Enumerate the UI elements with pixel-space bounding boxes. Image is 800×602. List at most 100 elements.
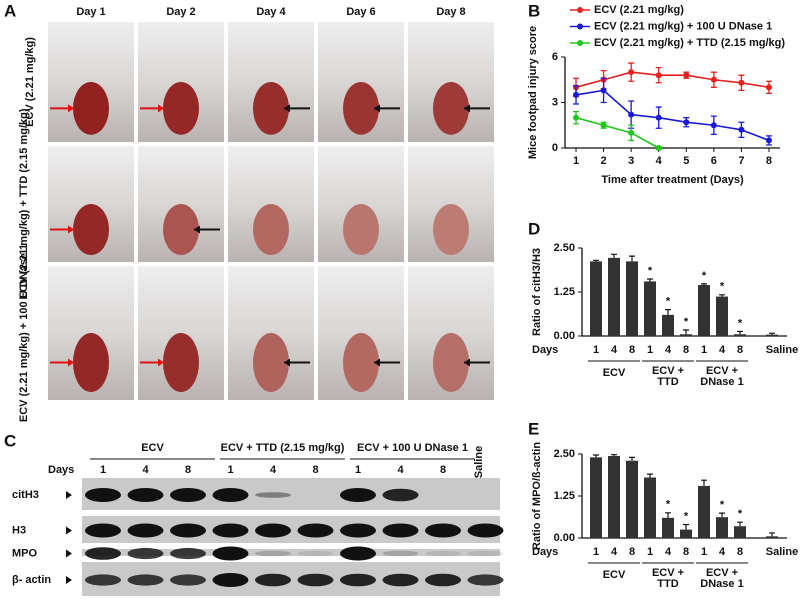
- blot-band: [127, 574, 164, 586]
- blot-band: [467, 523, 504, 538]
- arrow-head: [374, 358, 380, 367]
- error-bar: [719, 512, 725, 518]
- bar: [608, 257, 620, 336]
- point: [738, 79, 745, 86]
- y-tick-label: 1.25: [554, 490, 575, 502]
- error-bar: [683, 523, 689, 530]
- blot-day: 8: [185, 464, 191, 476]
- error-bar: [737, 330, 743, 335]
- group-label-line: ECV +: [706, 567, 738, 579]
- y-axis-label: Ratio of citH3/H3: [531, 248, 543, 336]
- x-tick-label: 1: [593, 344, 599, 356]
- point: [765, 137, 772, 144]
- x-tick-label: Saline: [766, 546, 798, 558]
- arrow-head: [158, 358, 164, 367]
- error-bar: [665, 309, 671, 315]
- legend-marker: [577, 7, 583, 13]
- series-line: [575, 71, 770, 89]
- x-tick-label: 4: [656, 155, 663, 167]
- arrow-head: [374, 104, 380, 113]
- blot-band: [425, 550, 461, 557]
- point: [655, 72, 662, 79]
- panel-label: C: [4, 431, 16, 450]
- x-tick-label: Saline: [766, 344, 798, 356]
- arrow-head: [68, 358, 74, 367]
- error-bar: [683, 329, 689, 335]
- x-tick-label: 8: [737, 546, 743, 558]
- x-tick-label: 1: [701, 344, 707, 356]
- point: [628, 69, 635, 76]
- blot-row-label: MPO: [12, 547, 38, 559]
- blot-band: [212, 573, 249, 587]
- blot-band: [255, 550, 291, 557]
- x-tick-label: 8: [766, 155, 772, 167]
- significance: *: [684, 316, 689, 328]
- column-label: Day 4: [256, 6, 286, 18]
- column-label: Day 8: [436, 6, 465, 18]
- x-tick-label: 3: [628, 155, 634, 167]
- bar: [644, 477, 656, 538]
- x-tick-label: 1: [573, 155, 579, 167]
- blot-band: [85, 523, 121, 538]
- bar: [716, 517, 728, 538]
- x-tick-label: 4: [719, 344, 726, 356]
- point: [738, 126, 745, 133]
- significance: *: [720, 281, 725, 293]
- blot-band: [382, 573, 419, 587]
- x-tick-label: 1: [701, 546, 707, 558]
- error-bar: [719, 294, 725, 297]
- panel-label: B: [528, 1, 540, 20]
- bar: [698, 284, 710, 336]
- point: [683, 72, 690, 79]
- blot-day: 4: [142, 464, 149, 476]
- blot-band: [170, 574, 206, 586]
- point: [628, 111, 635, 118]
- x-tick-label: 8: [629, 344, 635, 356]
- blot-band: [297, 573, 334, 587]
- bar: [716, 296, 728, 336]
- x-tick-label: 4: [719, 546, 726, 558]
- y-tick-label: 2.50: [554, 242, 575, 254]
- significance: *: [648, 265, 653, 277]
- arrow-head: [68, 225, 74, 234]
- row-label: ECV (2.21 mg/kg) + 100 U DNase 1: [18, 244, 30, 422]
- blot-saline: Saline: [473, 446, 485, 478]
- point: [765, 84, 772, 91]
- arrow-head: [68, 104, 74, 113]
- group-label: ECV: [603, 569, 626, 581]
- blot-group: ECV: [141, 442, 164, 454]
- arrow-head: [464, 358, 470, 367]
- blot-band: [170, 523, 206, 538]
- bar: [590, 457, 602, 538]
- arrow-head: [194, 225, 200, 234]
- blot-band: [85, 574, 121, 586]
- error-bar: [701, 479, 707, 486]
- days-label: Days: [532, 546, 558, 558]
- days-label: Days: [48, 464, 74, 476]
- blot-band: [340, 573, 376, 587]
- paw: [163, 333, 199, 392]
- legend-marker: [577, 23, 583, 30]
- blot-day: 1: [100, 464, 106, 476]
- blot-row-label: citH3: [12, 489, 39, 501]
- error-bar: [593, 259, 599, 262]
- x-tick-label: 4: [665, 344, 672, 356]
- y-axis-label: Mice footpad injury score: [527, 26, 539, 159]
- error-bar: [647, 473, 653, 478]
- point: [655, 114, 662, 121]
- group-label-line: TTD: [657, 376, 678, 388]
- bar: [608, 456, 620, 538]
- blot-strip: [82, 549, 500, 556]
- group-label-line: DNase 1: [700, 578, 743, 590]
- error-bar: [647, 278, 653, 282]
- y-tick-label: 0.00: [554, 532, 575, 544]
- blot-band: [212, 488, 249, 502]
- blot-band: [255, 573, 291, 587]
- blot-band: [255, 492, 291, 498]
- arrow-head: [158, 104, 164, 113]
- significance: *: [702, 270, 707, 282]
- x-tick-label: 4: [611, 344, 618, 356]
- panel-label: E: [528, 419, 539, 438]
- blot-band: [85, 547, 121, 560]
- blot-band: [297, 550, 334, 557]
